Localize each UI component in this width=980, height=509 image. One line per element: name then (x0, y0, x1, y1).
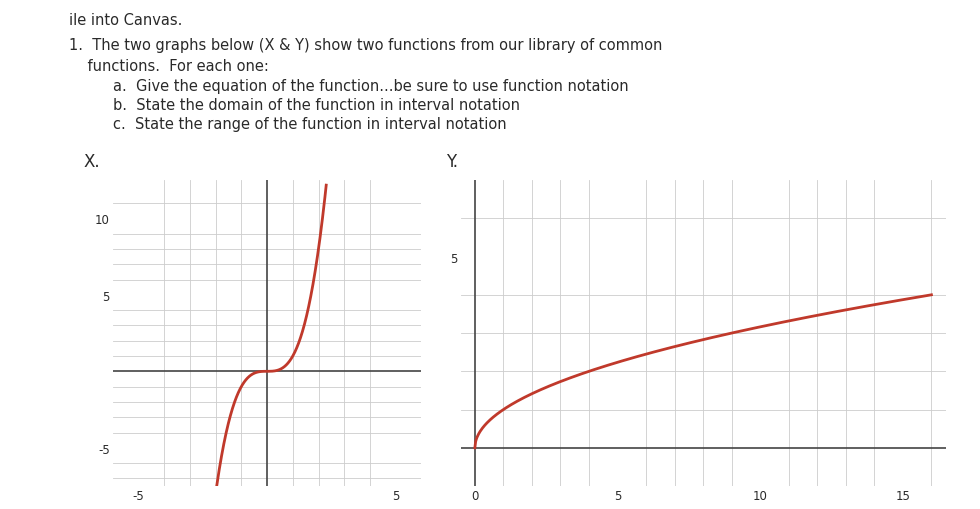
Text: Y.: Y. (446, 153, 458, 171)
Text: c.  State the range of the function in interval notation: c. State the range of the function in in… (113, 117, 507, 131)
Text: ile into Canvas.: ile into Canvas. (69, 13, 182, 27)
Text: X.: X. (83, 153, 100, 171)
Text: functions.  For each one:: functions. For each one: (69, 59, 269, 73)
Text: b.  State the domain of the function in interval notation: b. State the domain of the function in i… (113, 98, 519, 112)
Text: a.  Give the equation of the function...be sure to use function notation: a. Give the equation of the function...b… (113, 79, 628, 94)
Text: 1.  The two graphs below (X & Y) show two functions from our library of common: 1. The two graphs below (X & Y) show two… (69, 38, 662, 53)
